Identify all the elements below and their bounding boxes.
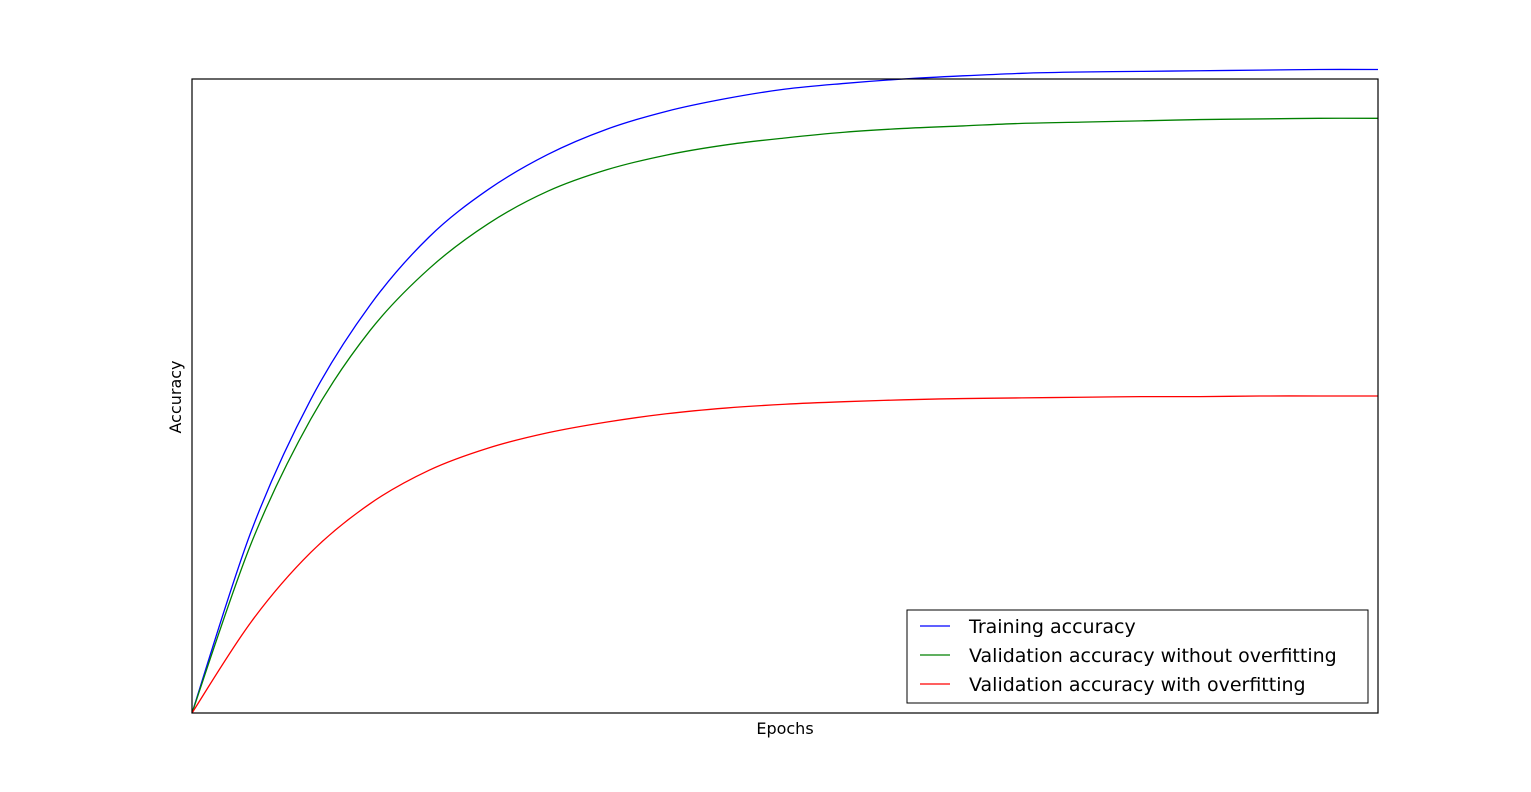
legend-box xyxy=(906,609,1369,704)
y-axis-label: Accuracy xyxy=(166,360,185,433)
legend-label-2: Validation accuracy without overfitting xyxy=(969,645,1337,667)
legend-items: Training accuracy Validation accuracy wit… xyxy=(920,616,1337,696)
plot-frame xyxy=(191,78,1379,714)
legend-label-3: Validation accuracy with overfitting xyxy=(969,674,1306,696)
series-line-2 xyxy=(191,117,1379,714)
series-line-3 xyxy=(191,395,1378,714)
series-lines xyxy=(191,68,1379,714)
legend: Training accuracy Validation accuracy wit… xyxy=(906,609,1369,704)
x-axis-label: Epochs xyxy=(756,719,813,738)
legend-label-1: Training accuracy xyxy=(968,616,1136,638)
series-line-1 xyxy=(191,68,1379,714)
